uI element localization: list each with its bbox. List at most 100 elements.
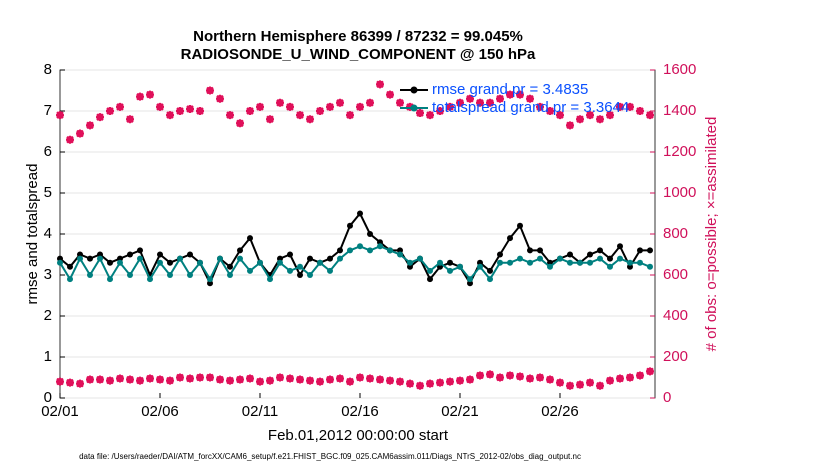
point	[607, 263, 613, 270]
obs-marker	[386, 90, 394, 99]
obs-marker-ring	[616, 103, 624, 111]
obs-marker-ring	[266, 115, 274, 123]
point	[567, 259, 573, 266]
obs-marker-ring	[516, 90, 524, 99]
obs-marker	[496, 373, 504, 382]
point	[157, 259, 163, 266]
point	[227, 263, 233, 270]
obs-marker	[456, 98, 464, 107]
point	[167, 259, 173, 266]
point	[627, 259, 633, 266]
y2-tick-label: 0	[663, 389, 671, 406]
obs-marker	[56, 111, 64, 120]
obs-marker	[216, 94, 224, 103]
point	[417, 255, 423, 262]
obs-marker	[406, 379, 414, 388]
obs-marker	[186, 104, 194, 113]
obs-marker-ring	[66, 378, 74, 387]
obs-marker-ring	[526, 374, 534, 383]
obs-marker	[246, 107, 254, 115]
point	[587, 251, 593, 258]
point	[397, 251, 403, 258]
obs-marker-ring	[126, 115, 134, 123]
obs-marker	[176, 107, 184, 115]
obs-marker-ring	[616, 374, 624, 383]
x-tick-label: 02/21	[441, 403, 479, 420]
obs-marker	[276, 98, 284, 107]
obs-marker-ring	[136, 92, 144, 101]
point	[477, 259, 483, 266]
obs-marker	[576, 115, 584, 124]
point	[447, 259, 453, 266]
point	[197, 259, 203, 266]
point	[237, 255, 243, 262]
point	[447, 267, 453, 274]
point	[297, 263, 303, 270]
point	[637, 247, 643, 254]
obs-marker	[486, 98, 494, 107]
obs-marker	[436, 378, 444, 387]
point	[557, 255, 563, 262]
obs-marker-ring	[646, 367, 654, 376]
obs-marker-ring	[426, 111, 434, 119]
point	[377, 243, 383, 250]
obs-marker-ring	[606, 111, 614, 119]
obs-marker-ring	[166, 111, 174, 119]
obs-marker	[106, 107, 114, 115]
point	[147, 276, 153, 283]
point	[97, 251, 103, 258]
obs-marker	[426, 111, 434, 120]
obs-marker	[616, 374, 624, 383]
obs-marker	[226, 376, 234, 385]
obs-marker-ring	[296, 375, 304, 384]
obs-marker-ring	[576, 380, 584, 389]
obs-marker	[126, 375, 134, 384]
chart-subtitle: RADIOSONDE_U_WIND_COMPONENT @ 150 hPa	[181, 46, 536, 63]
obs-marker	[526, 374, 534, 383]
obs-marker-ring	[96, 375, 104, 384]
legend-label: totalspread grand pr = 3.3644	[432, 99, 629, 116]
point	[467, 276, 473, 283]
obs-marker	[556, 378, 564, 387]
obs-marker-ring	[206, 373, 214, 382]
obs-marker-ring	[306, 376, 314, 385]
x-tick-label: 02/11	[242, 403, 278, 420]
obs-marker	[226, 111, 234, 120]
obs-marker-ring	[476, 99, 484, 107]
obs-marker-ring	[106, 376, 114, 385]
point	[157, 251, 163, 258]
y-tick-label: 8	[44, 61, 52, 78]
obs-marker	[556, 111, 564, 120]
obs-marker-ring	[536, 103, 544, 111]
obs-marker-ring	[486, 370, 494, 379]
obs-marker-ring	[476, 371, 484, 380]
obs-marker	[416, 109, 424, 118]
point	[137, 247, 143, 254]
obs-marker	[396, 377, 404, 386]
obs-marker	[136, 92, 144, 101]
obs-marker	[116, 374, 124, 383]
obs-marker-ring	[306, 115, 314, 123]
obs-marker-ring	[186, 105, 194, 113]
obs-marker-ring	[436, 107, 444, 115]
obs-marker	[396, 98, 404, 107]
point	[527, 247, 533, 254]
obs-marker	[96, 113, 104, 122]
obs-marker-ring	[146, 90, 154, 99]
obs-marker	[166, 111, 174, 120]
x-tick-label: 02/06	[141, 403, 179, 420]
obs-marker	[146, 374, 154, 383]
y2-tick-label: 1400	[663, 102, 696, 119]
obs-marker	[606, 111, 614, 120]
obs-marker-ring	[76, 379, 84, 388]
obs-marker	[286, 102, 294, 111]
obs-marker	[496, 94, 504, 103]
obs-marker	[336, 374, 344, 383]
point	[177, 255, 183, 262]
x-tick-label: 02/16	[341, 403, 379, 420]
obs-marker-ring	[236, 119, 244, 128]
point	[327, 267, 333, 274]
obs-marker	[296, 111, 304, 120]
obs-marker-ring	[166, 376, 174, 385]
obs-marker-ring	[496, 373, 504, 382]
